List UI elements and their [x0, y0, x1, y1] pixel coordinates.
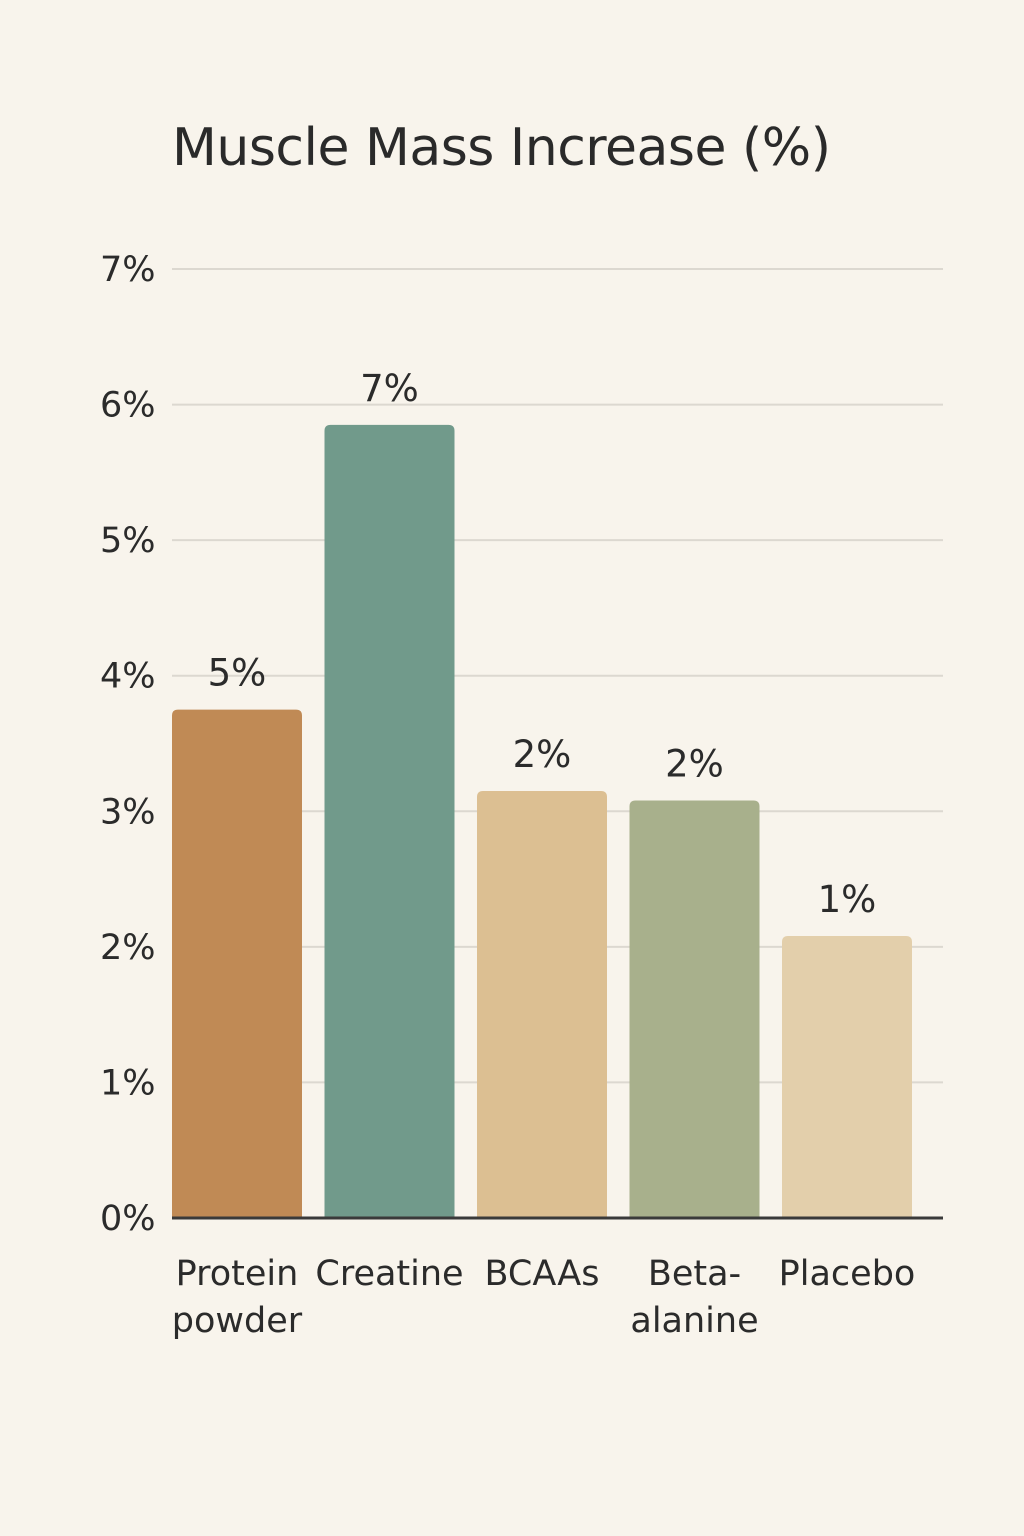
bar	[629, 800, 760, 1218]
x-tick-label: powder	[172, 1301, 303, 1341]
y-tick-label: 4%	[100, 657, 156, 697]
y-tick-label: 6%	[100, 386, 156, 426]
y-tick-label: 2%	[100, 928, 156, 968]
y-tick-label: 0%	[100, 1199, 156, 1239]
x-tick-label: Placebo	[779, 1254, 916, 1294]
y-tick-label: 5%	[100, 521, 156, 561]
x-tick-label: Beta-	[648, 1254, 741, 1294]
bar-value-label: 2%	[665, 742, 724, 785]
bar-value-label: 5%	[208, 652, 267, 695]
x-tick-label: alanine	[630, 1301, 758, 1341]
x-tick-label: Protein	[176, 1254, 299, 1294]
chart-title: Muscle Mass Increase (%)	[172, 118, 831, 178]
bar	[324, 424, 455, 1219]
y-tick-label: 7%	[100, 250, 156, 290]
bar	[172, 709, 302, 1218]
bar-value-label: 7%	[360, 367, 419, 410]
bar-value-label: 2%	[513, 733, 572, 776]
bar	[782, 936, 912, 1218]
y-tick-label: 3%	[100, 792, 156, 832]
x-tick-label: BCAAs	[485, 1254, 600, 1294]
bar-value-label: 1%	[818, 878, 877, 921]
x-tick-label: Creatine	[315, 1254, 463, 1294]
bar	[477, 790, 607, 1218]
y-tick-label: 1%	[100, 1063, 156, 1103]
